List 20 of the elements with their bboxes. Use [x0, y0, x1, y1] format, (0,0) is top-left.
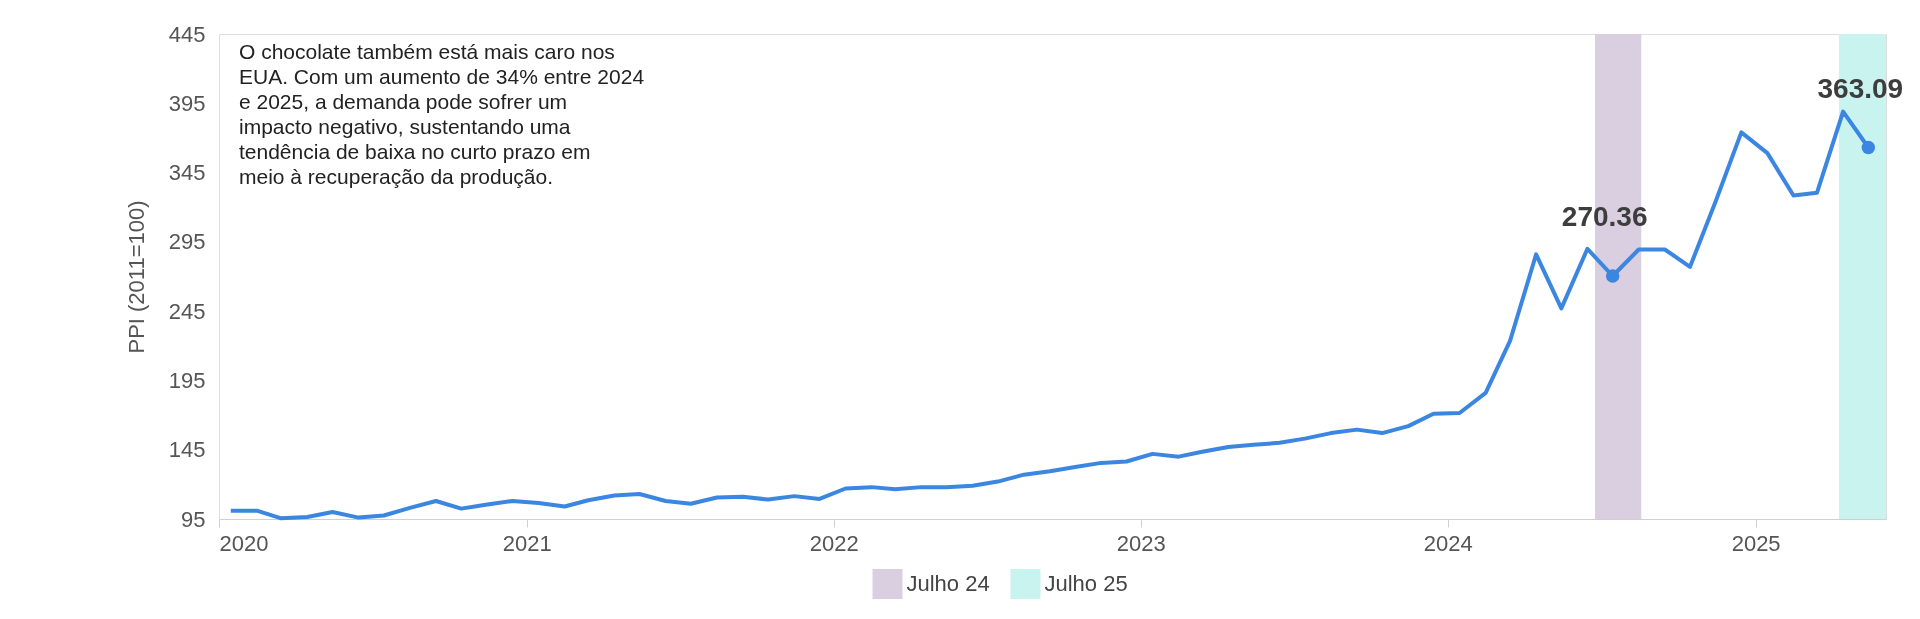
y-tick-label: 145 — [168, 437, 206, 463]
annotation: O chocolate também está mais caro nos EUA. Com um aumento de 34% entre 2024 e 2025, a demanda pode sofrer um impacto negativo, sustentando uma tendência de baixa no curto prazo em meio à recuperação da produção. — [239, 40, 645, 188]
y-tick-label: 445 — [168, 21, 206, 47]
x-tick-label: 2022 — [809, 530, 859, 556]
y-tick-label: 195 — [168, 367, 206, 393]
y-tick-label: 395 — [168, 90, 206, 116]
y-axis-title: PPI (2011=100) — [123, 200, 149, 354]
legend-label: Julho 25 — [1044, 571, 1128, 596]
y-tick-label: 345 — [168, 160, 206, 186]
x-tick-label: 2023 — [1116, 530, 1166, 556]
legend-label: Julho 24 — [906, 571, 990, 596]
y-tick-label: 245 — [168, 298, 206, 324]
x-tick-label: 2021 — [502, 530, 552, 556]
data-label: 363.09 — [1817, 72, 1904, 104]
y-tick-label: 295 — [168, 229, 206, 255]
x-tick-label: 2020 — [219, 530, 269, 556]
x-tick-label: 2024 — [1423, 530, 1473, 556]
data-label: 270.36 — [1561, 201, 1648, 232]
y-tick-label: 95 — [181, 506, 206, 532]
x-tick-label: 2025 — [1731, 530, 1781, 556]
